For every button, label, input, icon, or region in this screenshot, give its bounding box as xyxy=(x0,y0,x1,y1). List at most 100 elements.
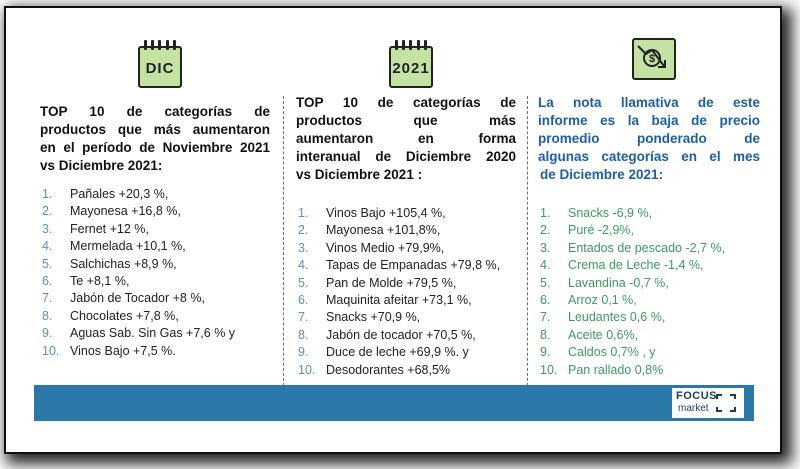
list-item-text: Lavandina -0,7 %, xyxy=(568,275,669,290)
price-drop-glyph: $ xyxy=(637,45,666,68)
divider-1 xyxy=(283,96,284,396)
list-item-text: Desodorantes +68,5% xyxy=(326,362,451,377)
col1-heading-line: en el período de Noviembre 2021 xyxy=(40,140,270,155)
list-item-text: Arroz 0,1 %, xyxy=(568,293,637,308)
calendar-dic-icon: DIC xyxy=(138,40,182,88)
list-item-number: 10. xyxy=(298,362,316,377)
col1-heading-line: productos que más aumentaron xyxy=(40,122,270,137)
list-item: 9. Aguas Sab. Sin Gas +7,6 % y xyxy=(42,325,272,342)
list-item: 10. Vinos Bajo +7,5 %. xyxy=(42,343,272,360)
logo-market: market xyxy=(678,403,709,414)
list-item: 3. Vinos Medio +79,9%, xyxy=(298,240,523,257)
list-item-text: Aguas Sab. Sin Gas +7,6 % y xyxy=(70,326,236,341)
col3-heading-line: La nota llamativa de este xyxy=(538,95,760,110)
list-item: 1. Pañales +20,3 %, xyxy=(42,186,272,203)
list-item-number: 3. xyxy=(42,221,53,236)
list-item-number: 9. xyxy=(540,345,551,360)
list-item-number: 6. xyxy=(42,274,53,289)
list-item: 2. Mayonesa +16,8 %, xyxy=(42,203,272,220)
calendar-dic-label: DIC xyxy=(145,60,175,77)
list-item-text: Vinos Bajo +7,5 %. xyxy=(70,343,176,358)
list-item-number: 1. xyxy=(540,206,551,220)
list-item-text: Jabón de tocador +70,5 %, xyxy=(326,327,476,342)
list-item: 1. Snacks -6,9 %, xyxy=(540,205,760,222)
list-item-text: Mayonesa +101,8%, xyxy=(326,223,441,238)
col1-heading-line: TOP 10 de categorías de xyxy=(40,104,270,119)
col3-heading: La nota llamativa de este informe es la … xyxy=(538,94,760,184)
list-item: 9. Caldos 0,7% , y xyxy=(540,344,760,361)
list-item: 7. Jabón de Tocador +8 %, xyxy=(42,290,272,307)
col2-list: 1. Vinos Bajo +105,4 %, 2. Mayonesa +101,8%… xyxy=(298,205,523,379)
col2-heading-line: aumentaron en forma xyxy=(296,131,516,146)
list-item-text: Caldos 0,7% , y xyxy=(568,345,656,360)
list-item-text: Te +8,1 %, xyxy=(70,274,130,289)
col2-heading-line: TOP 10 de categorías de xyxy=(296,95,516,110)
col2-heading-line: interanual de Diciembre 2020 xyxy=(296,149,516,164)
list-item: 8. Aceite 0,6%, xyxy=(540,327,760,344)
list-item-number: 3. xyxy=(540,240,551,255)
list-item-text: Vinos Medio +79,9%, xyxy=(326,240,445,255)
list-item-number: 5. xyxy=(298,275,309,290)
list-item: 4. Crema de Leche -1,4 %, xyxy=(540,257,760,274)
frame-corners-icon xyxy=(715,393,737,413)
list-item: 7. Leudantes 0,6 %, xyxy=(540,309,760,326)
list-item-text: Crema de Leche -1,4 %, xyxy=(568,258,704,273)
list-item-number: 3. xyxy=(298,240,309,255)
list-item: 8. Jabón de tocador +70,5 %, xyxy=(298,327,523,344)
list-item-number: 5. xyxy=(540,275,551,290)
list-item: 3. Fernet +12 %, xyxy=(42,221,272,238)
list-item: 2. Mayonesa +101,8%, xyxy=(298,222,523,239)
list-item: 6. Maquinita afeitar +73,1 %, xyxy=(298,292,523,309)
list-item: 3. Entados de pescado -2,7 %, xyxy=(540,240,760,257)
list-item-number: 9. xyxy=(42,326,53,341)
list-item: 10. Desodorantes +68,5% xyxy=(298,362,523,379)
focus-market-logo: FOCUS market xyxy=(672,388,744,418)
list-item-number: 8. xyxy=(42,308,53,323)
list-item-text: Fernet +12 %, xyxy=(70,221,149,236)
col3-heading-line: informe es la baja de precio xyxy=(538,113,760,128)
infographic-card: DIC TOP 10 de categorías de productos qu… xyxy=(6,8,780,452)
list-item-text: Tapas de Empanadas +79,8 %, xyxy=(326,258,501,273)
list-item-number: 9. xyxy=(298,345,309,360)
list-item-number: 2. xyxy=(540,223,551,238)
list-item-number: 4. xyxy=(298,258,309,273)
list-item-text: Pan de Molde +79,5 %, xyxy=(326,275,457,290)
list-item-text: Duce de leche +69,9 %. y xyxy=(326,345,469,360)
col1-heading: TOP 10 de categorías de productos que má… xyxy=(40,103,270,175)
price-drop-icon: $ xyxy=(632,38,676,80)
list-item-text: Salchichas +8,9 %, xyxy=(70,256,177,271)
list-item-number: 6. xyxy=(540,293,551,308)
list-item-number: 10. xyxy=(42,343,60,358)
list-item-text: Pan rallado 0,8% xyxy=(568,362,664,377)
list-item: 10. Pan rallado 0,8% xyxy=(540,362,760,379)
list-item-number: 5. xyxy=(42,256,53,271)
list-item-number: 6. xyxy=(298,293,309,308)
col2-heading: TOP 10 de categorías de productos que má… xyxy=(296,94,516,184)
list-item-number: 4. xyxy=(540,258,551,273)
calendar-2021-icon: 2021 xyxy=(389,40,433,88)
list-item-text: Puré -2,9%, xyxy=(568,223,635,238)
list-item: 6. Arroz 0,1 %, xyxy=(540,292,760,309)
list-item-number: 1. xyxy=(298,206,309,220)
list-item-text: Maquinita afeitar +73,1 %, xyxy=(326,293,472,308)
list-item-number: 2. xyxy=(298,223,309,238)
list-item: 5. Salchichas +8,9 %, xyxy=(42,256,272,273)
col3-heading-line: de Diciembre 2021: xyxy=(540,167,664,182)
list-item: 1. Vinos Bajo +105,4 %, xyxy=(298,205,523,222)
list-item: 9. Duce de leche +69,9 %. y xyxy=(298,344,523,361)
svg-text:$: $ xyxy=(649,53,655,65)
list-item-text: Leudantes 0,6 %, xyxy=(568,310,666,325)
list-item-text: Pañales +20,3 %, xyxy=(70,187,169,201)
list-item-text: Aceite 0,6%, xyxy=(568,327,639,342)
list-item-number: 7. xyxy=(540,310,551,325)
list-item-text: Mermelada +10,1 %, xyxy=(70,239,186,254)
list-item: 4. Tapas de Empanadas +79,8 %, xyxy=(298,257,523,274)
list-item-text: Vinos Bajo +105,4 %, xyxy=(326,206,446,220)
list-item-text: Jabón de Tocador +8 %, xyxy=(70,291,205,306)
col3-list: 1. Snacks -6,9 %, 2. Puré -2,9%, 3. Entados d… xyxy=(540,205,760,379)
list-item-number: 10. xyxy=(540,362,558,377)
calendar-2021-label: 2021 xyxy=(392,60,430,77)
list-item: 4. Mermelada +10,1 %, xyxy=(42,238,272,255)
list-item-number: 7. xyxy=(42,291,53,306)
list-item-text: Chocolates +7,8 %, xyxy=(70,308,179,323)
